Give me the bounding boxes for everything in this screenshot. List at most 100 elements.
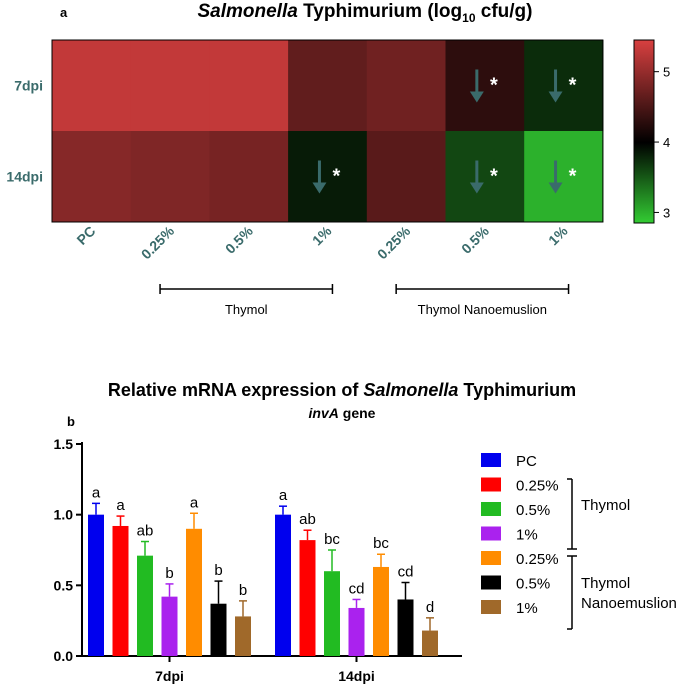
x-tick-label: 7dpi [155, 668, 184, 684]
heatmap-cell-r1-c6 [524, 131, 604, 223]
bar-14dpi-1 [299, 540, 316, 656]
heatmap-cell-r1-c5 [445, 131, 525, 223]
significance-letter: ab [137, 523, 154, 540]
group-label: Thymol Nanoemuslion [418, 302, 547, 317]
significance-letter: cd [349, 580, 365, 597]
heatmap-row-label: 14dpi [6, 169, 43, 185]
panel-b-label: b [67, 414, 75, 429]
down-arrow-icon-head [548, 91, 563, 103]
heatmap-column-label: 0.5% [222, 222, 256, 256]
panel-b-title: Relative mRNA expression of Salmonella T… [108, 380, 576, 400]
bar-7dpi-6 [235, 616, 251, 656]
heatmap-cell-r1-c2 [209, 131, 289, 223]
legend-label: 0.25% [516, 478, 559, 495]
significance-marker: * [490, 75, 498, 97]
heatmap-cell-r0-c2 [209, 40, 289, 132]
heatmap-cell-r0-c4 [366, 40, 446, 132]
significance-letter: bc [373, 535, 389, 552]
legend-swatch [481, 575, 501, 590]
panel-a-title: Salmonella Typhimurium (log10 cfu/g) [197, 1, 532, 25]
down-arrow-icon-head [469, 182, 484, 194]
bar-14dpi-3 [348, 607, 365, 656]
significance-marker: * [490, 166, 498, 188]
bar-7dpi-1 [112, 525, 129, 656]
x-tick-label: 14dpi [338, 668, 375, 684]
heatmap-cell-r1-c4 [366, 131, 446, 223]
significance-marker: * [333, 166, 341, 188]
group-label: Thymol [225, 302, 268, 317]
bar-legend: PC 0.25% 0.5% 1% 0.25% 0.5% 1% Thymol Thymol Nano… [481, 453, 677, 630]
bar-14dpi-4 [373, 566, 389, 656]
legend-swatch [481, 551, 501, 565]
significance-letter: b [165, 565, 173, 582]
heatmap-column-label: PC [73, 223, 98, 248]
heatmap-cell-r0-c5 [445, 40, 525, 132]
legend-label: 0.25% [516, 551, 559, 568]
down-arrow-icon-head [548, 182, 563, 194]
bar-7dpi-3 [161, 596, 178, 656]
legend-label: 0.5% [516, 576, 550, 593]
legend-swatch [481, 526, 501, 541]
heatmap-column-label: 1% [309, 222, 335, 248]
significance-letter: b [214, 562, 222, 579]
down-arrow-icon-head [312, 182, 327, 194]
significance-letter: cd [398, 564, 414, 581]
significance-letter: b [239, 582, 247, 599]
legend-group-label: Thymol [581, 497, 630, 514]
heatmap-border [51, 39, 604, 223]
heatmap-row-label: 7dpi [14, 78, 43, 94]
bar-7dpi-5 [210, 603, 227, 656]
heatmap-cell-r0-c1 [130, 40, 210, 132]
colorbar: 3 4 5 [633, 39, 670, 224]
legend-swatch [481, 477, 501, 492]
panel-a-label: a [60, 5, 68, 20]
legend-label: 0.5% [516, 502, 550, 519]
bar-14dpi-6 [422, 630, 438, 656]
legend-label: 1% [516, 600, 538, 617]
bar-7dpi-0 [88, 514, 104, 656]
y-tick-label: 1.5 [54, 436, 74, 452]
y-tick-label: 0.5 [54, 577, 74, 593]
heatmap-cell-r1-c3 [288, 131, 368, 223]
legend-label: 1% [516, 527, 538, 544]
heatmap-row-labels: 7dpi 14dpi [6, 78, 43, 185]
bar-7dpi-4 [186, 528, 202, 656]
significance-letter: a [92, 484, 101, 501]
significance-letter: bc [324, 531, 340, 548]
heatmap-cell-r1-c1 [130, 131, 210, 223]
colorbar-gradient [633, 39, 655, 224]
legend-label: PC [516, 453, 537, 470]
down-arrow-icon-head [469, 91, 484, 103]
legend-swatch [481, 453, 501, 467]
colorbar-tick-label: 5 [663, 65, 670, 80]
heatmap-cell-r0-c0 [52, 40, 132, 132]
significance-letter: a [190, 494, 199, 511]
legend-swatch [481, 502, 501, 516]
heatmap-column-label: 0.5% [458, 222, 492, 256]
bar-7dpi-2 [137, 555, 153, 656]
legend-group-label: Thymol Nanoemuslion [581, 575, 677, 612]
y-tick-label: 0.0 [54, 648, 74, 664]
colorbar-tick-label: 4 [663, 135, 670, 150]
heatmap-group-brackets: Thymol Thymol Nanoemuslion [159, 284, 570, 317]
bar-14dpi-5 [397, 599, 414, 656]
significance-marker: * [569, 75, 577, 97]
significance-letter: d [426, 599, 434, 616]
heatmap-cell-r0-c6 [524, 40, 604, 132]
heatmap-column-label: 1% [545, 222, 571, 248]
bar-14dpi-2 [324, 571, 340, 656]
heatmap-column-label: 0.25% [374, 222, 414, 262]
panel-b-subtitle: invA gene [309, 405, 376, 421]
significance-marker: * [569, 166, 577, 188]
heatmap-column-label: 0.25% [138, 222, 178, 262]
heatmap: * * * * * [51, 39, 604, 223]
heatmap-column-labels: PC 0.25% 0.5% 1% 0.25% 0.5% 1% [73, 222, 571, 262]
heatmap-cell-r0-c3 [288, 40, 368, 132]
significance-letter: a [279, 487, 288, 504]
colorbar-tick-label: 3 [663, 205, 670, 220]
significance-letter: a [116, 497, 125, 514]
significance-letter: ab [299, 511, 316, 528]
bar-14dpi-0 [275, 514, 291, 656]
heatmap-cell-r1-c0 [52, 131, 132, 223]
